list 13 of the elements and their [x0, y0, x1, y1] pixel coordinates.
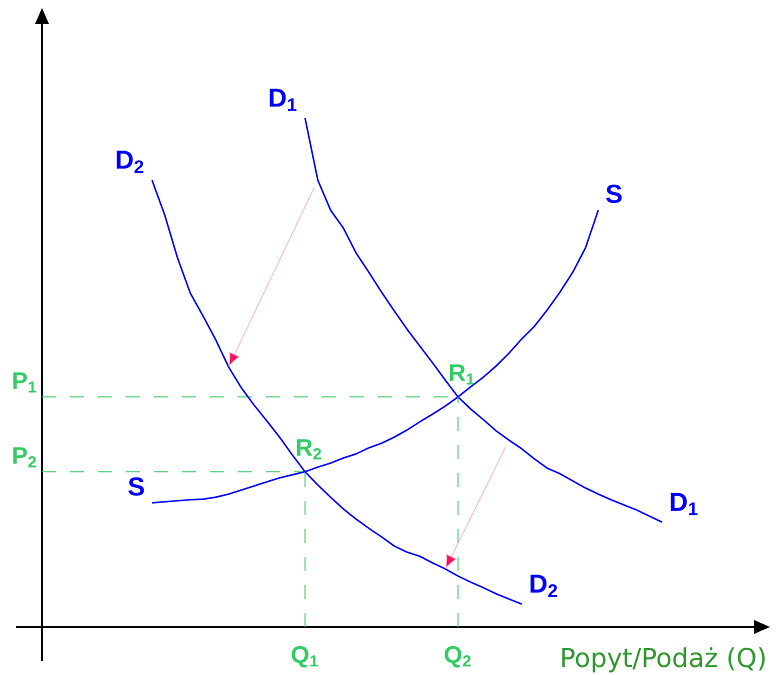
- text: D$_{1}$: [670, 492, 698, 516]
- ref-line-label: P$_{1}$: [13, 372, 36, 393]
- x-tick-label: Q$_{1}$: [292, 646, 318, 668]
- annotation: R$_{2}$: [297, 439, 321, 460]
- x-tick-label: Q$_{2}$: [444, 646, 471, 668]
- ref-line-label: P$_{2}$: [13, 447, 36, 468]
- annotation: R$_{1}$: [450, 364, 474, 385]
- series-label: D$_{2}$: [530, 574, 558, 598]
- text: D$_{2}$: [116, 150, 144, 174]
- text: S: [128, 477, 144, 496]
- series-label: S: [606, 184, 622, 204]
- x-axis-title: Popyt/Podaż (Q): [562, 647, 765, 672]
- series-label: D$_{1}$: [270, 88, 296, 111]
